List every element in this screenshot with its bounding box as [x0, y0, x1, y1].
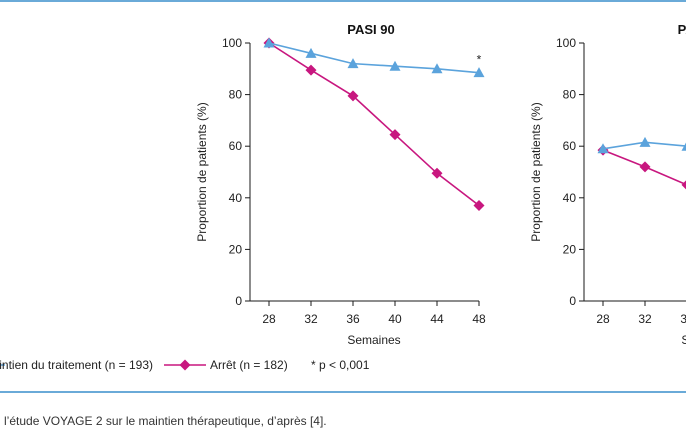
legend-withdrawal-label: Arrêt (n = 182)	[210, 358, 288, 372]
y-tick-label: 0	[569, 294, 576, 308]
diamond-marker	[681, 180, 686, 190]
y-tick-label: 40	[229, 191, 243, 205]
x-tick-label: 28	[596, 312, 610, 326]
x-tick-label: 48	[472, 312, 486, 326]
y-tick-label: 20	[229, 242, 243, 256]
x-tick-label: 44	[430, 312, 444, 326]
triangle-marker	[347, 58, 359, 69]
triangle-marker	[431, 63, 443, 74]
bottom-frame-line	[0, 391, 686, 393]
top-frame-line	[0, 0, 686, 2]
series-line-withdrawal	[602, 149, 686, 186]
series-line-maintenance	[268, 42, 480, 74]
triangle-marker	[305, 47, 317, 58]
diamond-marker	[305, 64, 317, 76]
triangle-marker	[473, 67, 485, 78]
diamond-marker	[389, 129, 401, 141]
panel-title: PASI 100	[678, 22, 686, 37]
x-tick-label: 36	[680, 312, 686, 326]
x-tick-label: 32	[638, 312, 652, 326]
x-axis-label: Semaines	[347, 333, 400, 347]
diamond-marker	[347, 90, 359, 102]
significance-marker: *	[477, 53, 482, 67]
x-axis-label: Semaines	[681, 333, 686, 347]
x-tick-label: 32	[304, 312, 318, 326]
y-tick-label: 60	[229, 139, 243, 153]
diamond-marker	[431, 167, 443, 179]
triangle-marker	[597, 143, 609, 154]
y-tick-label: 80	[563, 88, 577, 102]
y-tick-label: 100	[222, 36, 242, 50]
panel-title: PASI 90	[347, 22, 394, 37]
legend-maintenance-label: Maintien du traitement (n = 193)	[0, 358, 153, 372]
y-tick-label: 100	[556, 36, 576, 50]
chart-legend: Maintien du traitement (n = 193) Arrêt (n…	[0, 358, 370, 372]
triangle-marker	[681, 142, 686, 151]
y-tick-label: 60	[563, 139, 577, 153]
y-tick-label: 40	[563, 191, 577, 205]
y-axis-label: Proportion de patients (%)	[195, 102, 209, 241]
series-line-maintenance	[602, 141, 686, 150]
chart-panel-3: PASI 100020406080100283236404448Semaines…	[529, 22, 686, 347]
triangle-marker	[389, 60, 401, 71]
x-tick-label: 40	[388, 312, 402, 326]
x-tick-label: 36	[346, 312, 360, 326]
legend-significance-note: * p < 0,001	[311, 358, 370, 372]
x-tick-label: 28	[262, 312, 276, 326]
y-tick-label: 0	[235, 294, 242, 308]
y-tick-label: 80	[229, 88, 243, 102]
y-axis-label: Proportion de patients (%)	[529, 102, 543, 241]
triangle-marker	[263, 37, 275, 48]
triangle-marker	[639, 136, 651, 147]
series-line-withdrawal	[268, 42, 480, 207]
chart-panel-2: PASI 90 0 20 40 60 80 100 28 32 36 40 44 48 Semaines P…	[195, 22, 486, 347]
y-tick-label: 20	[563, 242, 577, 256]
figure-caption: l’étude VOYAGE 2 sur le maintien thérape…	[4, 414, 327, 428]
diamond-marker	[473, 200, 485, 212]
legend-diamond-marker	[179, 359, 191, 371]
diamond-marker	[639, 161, 651, 173]
